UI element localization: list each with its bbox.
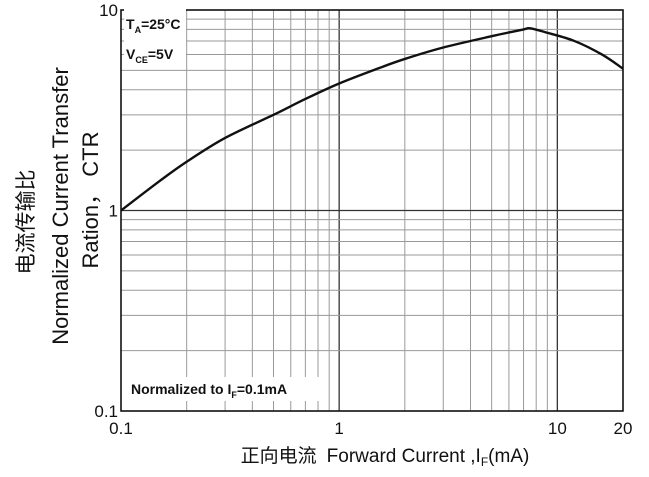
y-axis-label-line1: Normalized Current Transfer (48, 67, 73, 345)
x-tick-label: 10 (548, 419, 567, 438)
x-axis-label-cn: 正向电流 (241, 445, 317, 467)
x-axis-label-unit: (mA) (488, 446, 529, 467)
x-axis-label-sub: F (481, 455, 488, 469)
y-tick-label: 1 (109, 202, 118, 221)
conditions-box: TA=25°C VCE=5V (124, 9, 186, 67)
y-tick-label: 0.1 (94, 402, 118, 421)
x-tick-label: 0.1 (109, 419, 133, 438)
x-axis-label-en: Forward Current ,I (327, 446, 481, 467)
normalization-note: Normalized to IF=0.1mA (126, 377, 322, 401)
x-tick-label: 1 (334, 419, 343, 438)
x-axis-label: 正向电流 Forward Current ,IF(mA) (241, 445, 530, 469)
x-tick-label: 20 (614, 419, 633, 438)
y-tick-label: 10 (99, 1, 118, 20)
y-axis-label-cn: 电流传输比 (15, 170, 38, 275)
y-axis-label-line2: Ration， CTR (78, 132, 103, 269)
